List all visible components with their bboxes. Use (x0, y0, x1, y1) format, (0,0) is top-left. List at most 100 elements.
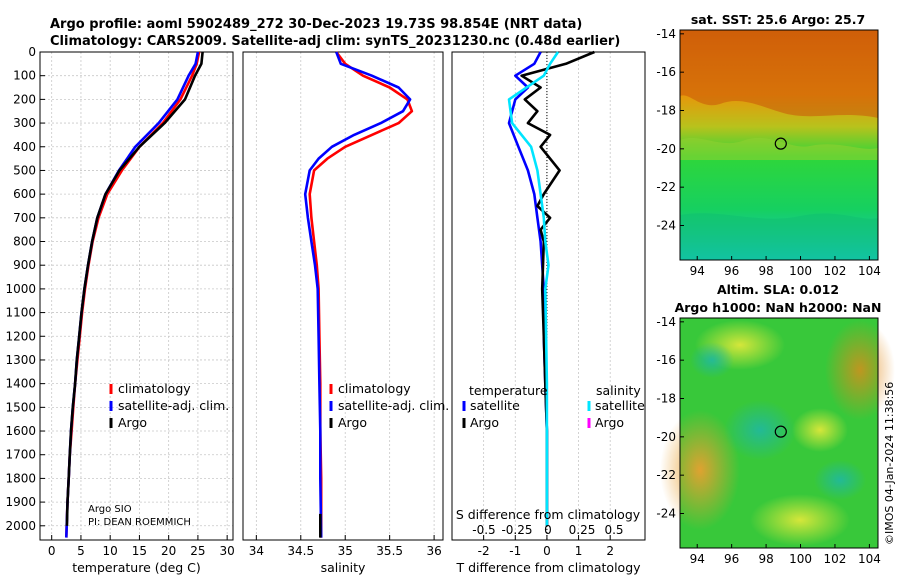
map-y-tick-label: -24 (656, 507, 676, 521)
s-tick-label: -0.25 (501, 523, 532, 537)
argo-position-marker (774, 425, 787, 438)
map-x-tick-label: 104 (858, 552, 881, 566)
y-tick-label: 1200 (5, 329, 36, 343)
plot-frame (242, 51, 444, 541)
y-tick-label: 600 (13, 187, 36, 201)
sst-map (679, 29, 879, 261)
x-tick-label: 20 (161, 544, 176, 558)
sst-map-frame (679, 29, 879, 261)
sla-yellow-mid (792, 408, 848, 452)
sst-south-region (680, 213, 878, 260)
map-y-tick-label: -22 (656, 180, 676, 194)
x-tick-label: 2 (606, 544, 614, 558)
x-tick-label: -2 (478, 544, 490, 558)
x-tick-label: 0 (543, 544, 551, 558)
legend-title-salinity: salinity (596, 383, 641, 398)
x-tick-label: 5 (77, 544, 85, 558)
sla-map-frame (679, 317, 879, 549)
sla-map-title-1: Altim. SLA: 0.012 (717, 282, 839, 297)
y-tick-label: 1800 (5, 471, 36, 485)
imos-stamp: ©IMOS 04-Jan-2024 11:38:56 (883, 382, 896, 545)
sla-low-anomaly-nw (690, 342, 734, 378)
sla-low-anomaly-se (814, 460, 866, 500)
map-y-tick-label: -16 (656, 353, 676, 367)
s-tick-label: -0.5 (472, 523, 495, 537)
legend-label: satellite (470, 398, 520, 413)
x-axis-label: T difference from climatology (455, 560, 641, 575)
map-x-tick-label: 102 (824, 264, 847, 278)
legend-title-temperature: temperature (469, 383, 548, 398)
sst-axes: 94 96 98 100 102 104 -14 -16 -18 -20 -22 -24 (656, 27, 880, 278)
legend-label: Argo (595, 415, 624, 430)
series-line-climatology (65, 51, 201, 538)
y-tick-label: 1500 (5, 400, 36, 414)
legend-label: climatology (338, 381, 411, 396)
y-tick-label: 300 (13, 116, 36, 130)
sst-warm-region (680, 30, 878, 118)
map-x-tick-label: 98 (758, 264, 773, 278)
y-tick-label: 100 (13, 69, 36, 83)
plot-frame (39, 51, 234, 541)
map-y-tick-label: -20 (656, 430, 676, 444)
map-x-tick-label: 98 (758, 552, 773, 566)
y-tick-label: 1300 (5, 353, 36, 367)
difference-panel: -2 -1 0 1 2 T difference from climatology S di… (451, 50, 646, 575)
y-tick-label: 1000 (5, 282, 36, 296)
sst-map-title: sat. SST: 25.6 Argo: 25.7 (691, 12, 865, 27)
legend-label: satellite-adj. clim. (118, 398, 229, 413)
x-tick-label: -1 (509, 544, 521, 558)
series-line-satellite-adj-clim- (303, 51, 412, 538)
sla-low-anomaly-center (724, 400, 796, 460)
map-y-tick-label: -24 (656, 219, 676, 233)
map-x-tick-label: 94 (690, 264, 705, 278)
salinity-panel: 34 34.5 35 35.5 36 salinity climatology satelli… (242, 51, 449, 575)
y-tick-label: 700 (13, 211, 36, 225)
credit-line-2: PI: DEAN ROEMMICH (88, 517, 191, 528)
y-tick-label: 500 (13, 163, 36, 177)
map-y-tick-label: -22 (656, 468, 676, 482)
map-y-tick-label: -18 (656, 392, 676, 406)
map-y-tick-label: -14 (656, 27, 676, 41)
map-x-tick-label: 96 (724, 264, 739, 278)
map-x-tick-label: 100 (789, 552, 812, 566)
map-x-tick-label: 94 (690, 552, 705, 566)
y-tick-label: 2000 (5, 519, 36, 533)
map-y-tick-label: -20 (656, 142, 676, 156)
y-tick-label: 1100 (5, 306, 36, 320)
sla-map-title-2: Argo h1000: NaN h2000: NaN (675, 300, 882, 315)
x-tick-label: 1 (575, 544, 583, 558)
legend-label: Argo (338, 415, 367, 430)
x-tick-label: 34 (249, 544, 264, 558)
header-line-1: Argo profile: aoml 5902489_272 30-Dec-20… (50, 17, 582, 32)
map-y-tick-label: -14 (656, 315, 676, 329)
sla-map (660, 317, 895, 549)
x-tick-label: 36 (426, 544, 441, 558)
legend-label: satellite (595, 398, 645, 413)
y-tick-label: 800 (13, 235, 36, 249)
y-tick-label: 1700 (5, 448, 36, 462)
legend-label: satellite-adj. clim. (338, 398, 449, 413)
credit-line-1: Argo SIO (88, 504, 132, 515)
s-axis-label: S difference from climatology (456, 507, 641, 522)
sla-axes: 94 96 98 100 102 104 -14 -16 -18 -20 -22 -24 (656, 315, 880, 566)
map-x-tick-label: 102 (824, 552, 847, 566)
argo-position-marker (774, 137, 787, 150)
x-tick-label: 30 (220, 544, 235, 558)
series-line-climatology (308, 51, 414, 538)
x-tick-label: 10 (103, 544, 118, 558)
map-x-tick-label: 104 (858, 264, 881, 278)
s-tick-label: 0 (544, 523, 552, 537)
x-tick-label: 0 (48, 544, 56, 558)
map-x-tick-label: 96 (724, 552, 739, 566)
map-y-tick-label: -18 (656, 104, 676, 118)
y-tick-label: 900 (13, 258, 36, 272)
legend-label: Argo (118, 415, 147, 430)
legend-label: Argo (470, 415, 499, 430)
series-line-t-argo (520, 50, 595, 526)
legend-label: climatology (118, 381, 191, 396)
map-x-tick-label: 100 (789, 264, 812, 278)
s-tick-label: 0.5 (604, 523, 623, 537)
y-tick-label: 1400 (5, 377, 36, 391)
s-tick-label: 0.25 (569, 523, 596, 537)
